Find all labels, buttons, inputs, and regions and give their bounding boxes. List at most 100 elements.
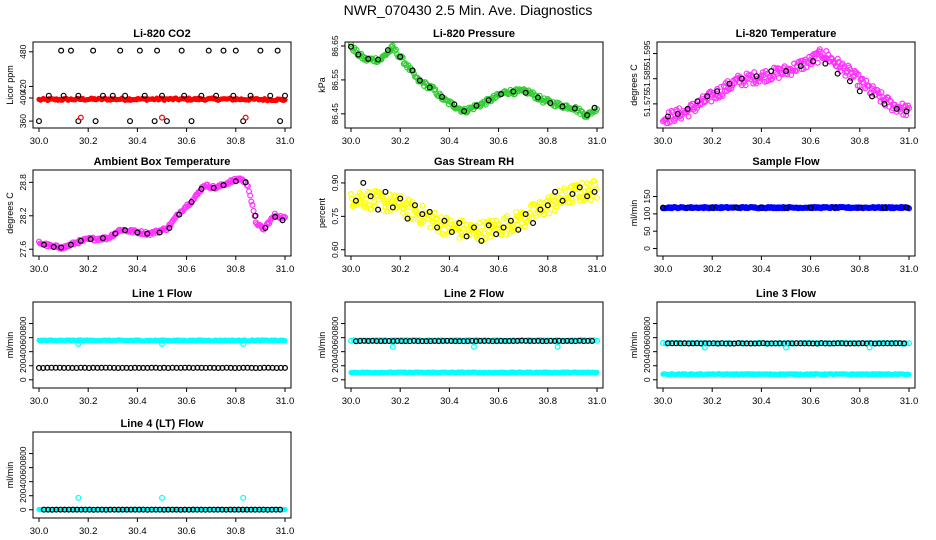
data-point xyxy=(502,338,509,345)
data-point xyxy=(98,506,105,513)
data-point xyxy=(159,340,166,347)
data-point xyxy=(738,75,745,82)
data-point xyxy=(476,219,483,226)
data-point xyxy=(674,110,681,117)
chart-panel: Line 1 Flow 30.0 30.2 30.4 30.6 30.8 31.0 0 2004… xyxy=(5,288,294,407)
data-point xyxy=(559,197,566,204)
data-point xyxy=(240,340,247,347)
x-tick-label: 31.0 xyxy=(276,264,295,275)
x-tick-label: 30.8 xyxy=(227,136,246,147)
data-point xyxy=(881,204,888,211)
data-point xyxy=(223,506,230,513)
data-point xyxy=(282,338,288,344)
data-point xyxy=(77,237,84,244)
data-point xyxy=(366,189,373,196)
data-point xyxy=(87,236,94,243)
plot-frame xyxy=(344,169,604,257)
data-point xyxy=(822,340,829,347)
chart-title: Ambient Box Temperature xyxy=(94,156,231,168)
data-point xyxy=(832,204,839,211)
chart-title: Li-820 Pressure xyxy=(433,28,515,40)
data-point xyxy=(161,506,168,513)
y-tick-label: 600 xyxy=(642,330,652,344)
data-layer xyxy=(348,42,600,120)
data-point xyxy=(362,195,369,202)
data-point xyxy=(584,337,591,344)
data-layer xyxy=(659,203,912,212)
data-point xyxy=(526,215,533,222)
data-point xyxy=(481,338,488,345)
data-layer xyxy=(659,339,912,378)
data-point xyxy=(678,115,685,122)
data-point xyxy=(681,340,688,347)
y-tick-label: 400 xyxy=(642,344,652,358)
data-point xyxy=(568,338,575,345)
plot-frame xyxy=(32,431,292,519)
data-point xyxy=(726,80,733,87)
plot-frame xyxy=(656,301,916,389)
data-point xyxy=(541,211,548,218)
data-point xyxy=(156,364,163,371)
data-point xyxy=(543,338,550,345)
data-layer xyxy=(36,494,288,513)
data-point xyxy=(194,506,201,513)
data-point xyxy=(708,98,715,105)
data-point xyxy=(109,92,116,99)
data-point xyxy=(409,67,416,74)
data-point xyxy=(504,212,511,219)
data-point xyxy=(834,70,841,77)
data-point xyxy=(471,227,478,234)
data-point xyxy=(552,188,559,195)
data-point xyxy=(463,233,470,240)
data-point xyxy=(73,364,80,371)
data-point xyxy=(814,340,821,347)
data-point xyxy=(477,337,484,344)
x-tick-label: 30.8 xyxy=(539,136,558,147)
data-point xyxy=(119,506,126,513)
data-point xyxy=(247,192,254,199)
data-point xyxy=(202,364,209,371)
data-point xyxy=(843,340,850,347)
data-point xyxy=(156,506,163,513)
data-point xyxy=(94,364,101,371)
plot-frame xyxy=(32,41,292,129)
data-point xyxy=(872,340,879,347)
data-point xyxy=(248,506,255,513)
data-point xyxy=(232,178,239,185)
data-point xyxy=(544,202,551,209)
data-point xyxy=(772,340,779,347)
x-tick-label: 30.4 xyxy=(128,526,147,537)
data-point xyxy=(243,506,250,513)
data-point xyxy=(112,230,119,237)
data-point xyxy=(591,188,598,195)
data-point xyxy=(684,204,691,211)
data-point xyxy=(742,82,749,89)
y-axis-label: ml/min xyxy=(317,332,327,359)
data-point xyxy=(694,98,701,105)
chart-panel: Li-820 CO2 30.0 30.2 30.4 30.6 30.8 31.0 360 400… xyxy=(5,28,294,147)
data-point xyxy=(535,337,542,344)
data-point xyxy=(56,364,63,371)
x-tick-label: 31.0 xyxy=(588,396,607,407)
data-point xyxy=(123,506,130,513)
data-point xyxy=(163,118,170,125)
data-point xyxy=(132,506,139,513)
data-point xyxy=(569,199,576,206)
data-point xyxy=(90,364,97,371)
data-point xyxy=(530,220,537,227)
x-tick-label: 31.0 xyxy=(900,264,919,275)
data-layer xyxy=(35,175,289,252)
data-point xyxy=(165,506,172,513)
data-point xyxy=(107,506,114,513)
data-point xyxy=(77,364,84,371)
data-point xyxy=(526,338,533,345)
data-point xyxy=(352,338,359,345)
y-axis-label: ml/min xyxy=(629,332,639,359)
data-point xyxy=(531,338,538,345)
data-point xyxy=(152,364,159,371)
data-point xyxy=(244,364,251,371)
data-point xyxy=(441,232,448,239)
data-point xyxy=(689,340,696,347)
data-point xyxy=(282,506,288,513)
